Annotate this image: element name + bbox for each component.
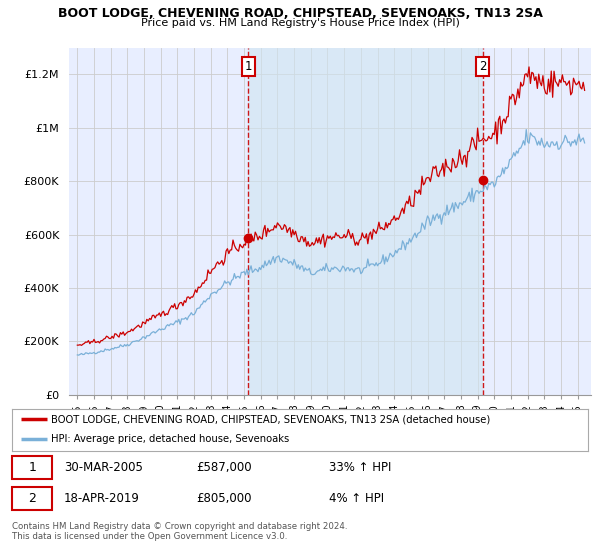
Text: 2: 2: [479, 60, 487, 73]
Text: BOOT LODGE, CHEVENING ROAD, CHIPSTEAD, SEVENOAKS, TN13 2SA: BOOT LODGE, CHEVENING ROAD, CHIPSTEAD, S…: [58, 7, 542, 20]
Text: £805,000: £805,000: [196, 492, 252, 505]
Text: Price paid vs. HM Land Registry's House Price Index (HPI): Price paid vs. HM Land Registry's House …: [140, 18, 460, 29]
Bar: [248, 48, 482, 395]
Text: 1: 1: [28, 461, 36, 474]
Text: 33% ↑ HPI: 33% ↑ HPI: [329, 461, 391, 474]
Text: BOOT LODGE, CHEVENING ROAD, CHIPSTEAD, SEVENOAKS, TN13 2SA (detached house): BOOT LODGE, CHEVENING ROAD, CHIPSTEAD, S…: [51, 414, 490, 424]
Text: HPI: Average price, detached house, Sevenoaks: HPI: Average price, detached house, Seve…: [51, 434, 289, 444]
Text: 18-APR-2019: 18-APR-2019: [64, 492, 140, 505]
Text: 1: 1: [245, 60, 252, 73]
Text: Contains HM Land Registry data © Crown copyright and database right 2024.
This d: Contains HM Land Registry data © Crown c…: [12, 522, 347, 542]
Text: 30-MAR-2005: 30-MAR-2005: [64, 461, 143, 474]
Text: £587,000: £587,000: [196, 461, 252, 474]
FancyBboxPatch shape: [12, 487, 52, 510]
Text: 2: 2: [28, 492, 36, 505]
Text: 4% ↑ HPI: 4% ↑ HPI: [329, 492, 384, 505]
FancyBboxPatch shape: [12, 456, 52, 479]
